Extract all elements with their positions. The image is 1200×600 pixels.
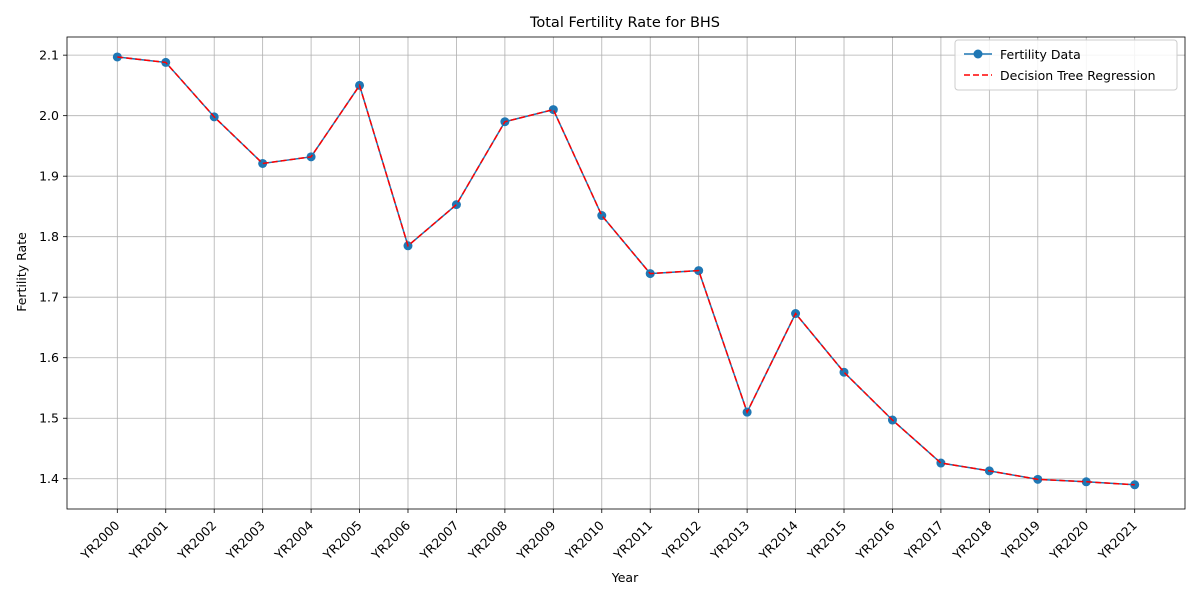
x-tick-label: YR2004 [271,518,316,563]
legend-label-decision-tree: Decision Tree Regression [1000,68,1156,83]
x-tick-label: YR2018 [949,518,994,563]
data-point-fertility-data [1081,477,1091,487]
y-axis-label: Fertility Rate [14,232,29,312]
x-tick-label: YR2013 [707,518,752,563]
x-tick-label: YR2008 [465,518,510,563]
x-tick-label: YR2006 [368,518,413,563]
x-tick-label: YR2001 [126,518,171,563]
y-tick-label: 2.1 [39,48,59,63]
x-tick-label: YR2015 [804,518,849,563]
y-tick-label: 1.8 [39,229,59,244]
chart-title: Total Fertility Rate for BHS [529,15,720,31]
x-tick-label: YR2016 [852,518,897,563]
x-tick-label: YR2000 [77,518,122,563]
legend-label-fertility-data: Fertility Data [1000,47,1081,62]
y-tick-label: 1.7 [39,290,59,305]
x-tick-label: YR2011 [610,518,655,563]
x-tick-label: YR2014 [755,518,800,563]
x-tick-label: YR2005 [319,518,364,563]
x-tick-label: YR2020 [1046,518,1091,563]
legend-box [954,39,1178,91]
legend: Fertility Data Decision Tree Regression [954,39,1178,91]
x-tick-label: YR2010 [562,518,607,563]
x-tick-label: YR2021 [1095,518,1140,563]
x-tick-label: YR2003 [223,518,268,563]
y-tick-label: 2.0 [39,108,59,123]
y-tick-label: 1.5 [39,411,59,426]
plot-frame [66,36,1186,510]
x-tick-label: YR2012 [659,518,704,563]
x-tick-label: YR2002 [174,518,219,563]
series [112,52,1140,490]
x-tick-label: YR2007 [416,518,461,563]
data-point-fertility-data [548,105,558,115]
x-axis-label: Year [611,570,639,585]
series-line-fertility-data [117,56,1135,486]
tick-labels: YR2000 YR2001 YR2002 YR2003 YR2004 YR2005 YR20… [39,48,1140,563]
x-tick-label: YR2017 [901,518,946,563]
axes [63,36,1186,513]
series-line-decision-tree [117,56,1135,486]
y-tick-label: 1.4 [39,471,59,486]
x-tick-label: YR2009 [513,518,558,563]
grid [67,37,1185,509]
y-tick-label: 1.9 [39,169,59,184]
y-tick-label: 1.6 [39,350,59,365]
x-tick-label: YR2019 [998,518,1043,563]
legend-marker-fertility-data [973,49,983,59]
